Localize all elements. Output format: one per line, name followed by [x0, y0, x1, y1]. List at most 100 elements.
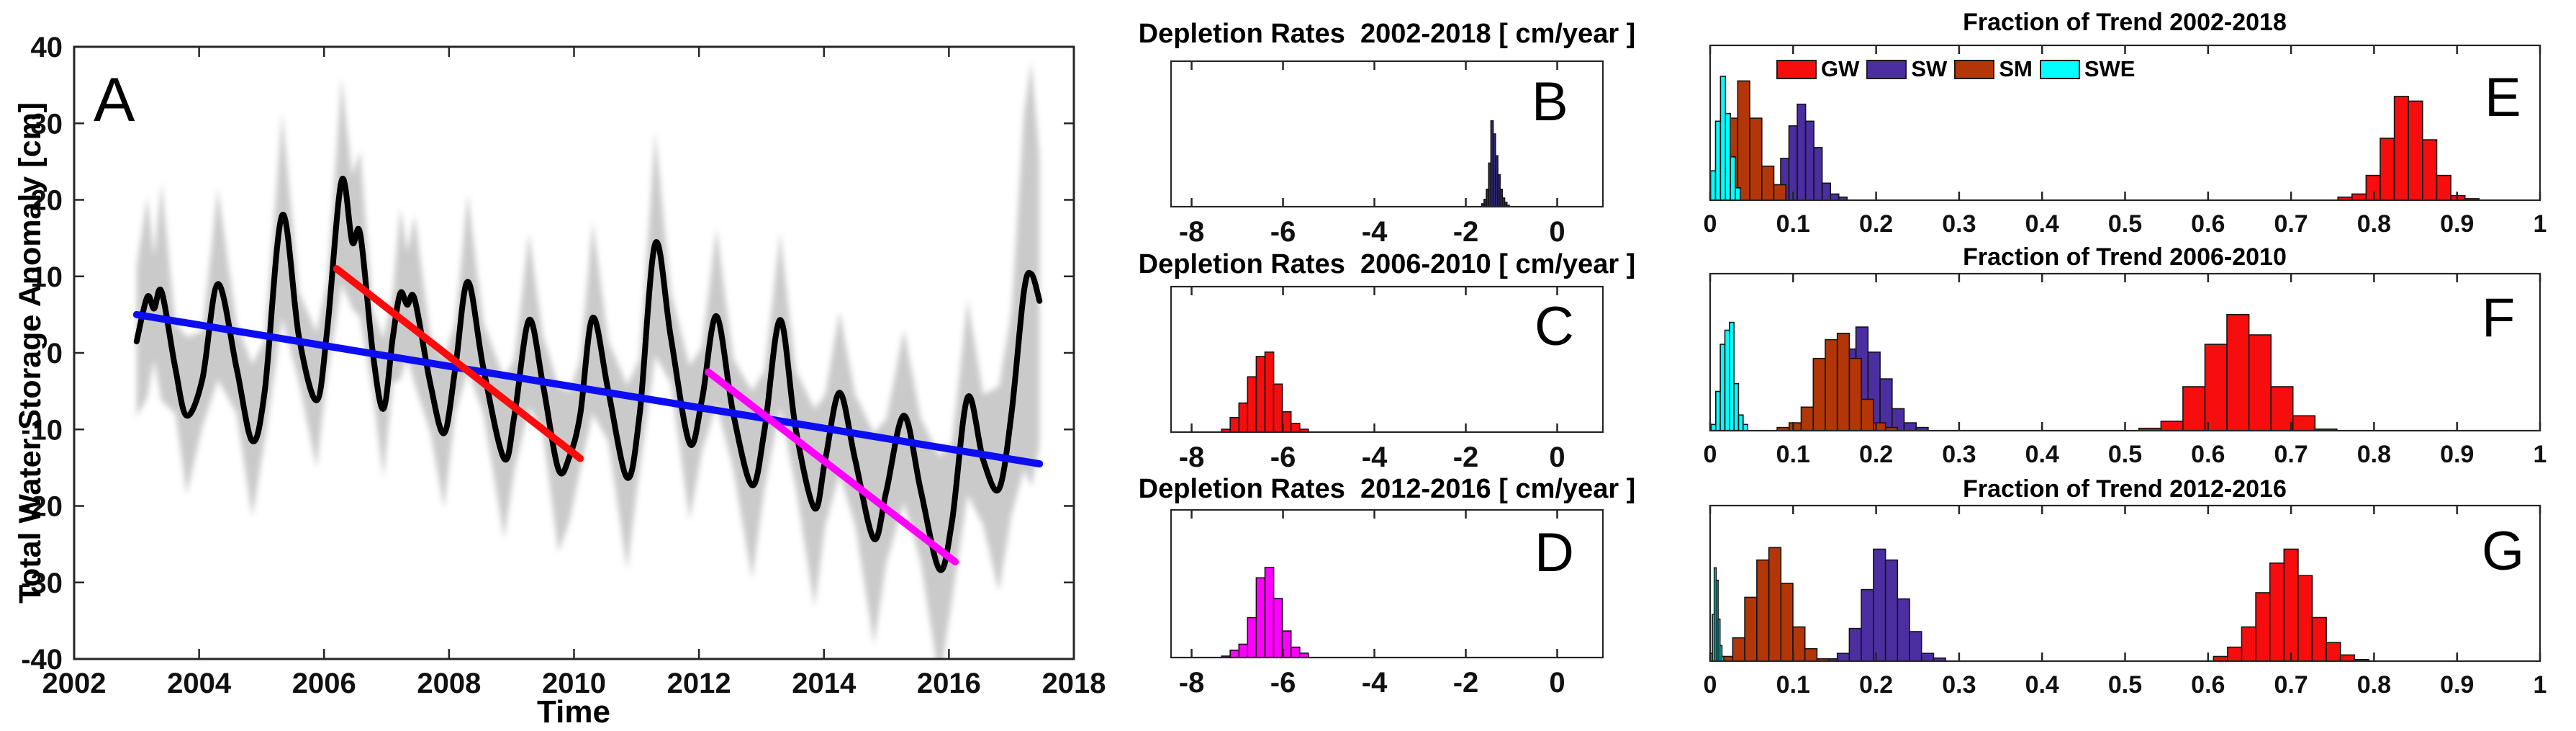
x-tick-label: -6: [1270, 667, 1296, 699]
legend-item-swe: SWE: [2039, 56, 2136, 82]
hist-bar-GW: [2326, 642, 2341, 662]
trend-2002-2018: [132, 310, 1044, 468]
hist-bar-SM: [1789, 422, 1802, 431]
hist-bar-SWE: [1737, 414, 1744, 431]
x-tick-label: 0.7: [2274, 441, 2308, 468]
hist-bar-depletion-rate-2012-2016: [1273, 598, 1283, 658]
hist-bar-depletion-rate-2012-2016: [1247, 616, 1257, 658]
hist-bar-depletion-rate-2006-2010: [1238, 402, 1249, 433]
y-tick-label: -20: [21, 491, 63, 523]
hist-bar-SM: [1804, 647, 1818, 662]
x-tick-label: 2014: [792, 668, 857, 699]
swe-color-swatch-icon: [2039, 59, 2080, 79]
x-tick-label: 0.6: [2191, 671, 2225, 699]
x-tick-label: 0.1: [1776, 671, 1810, 699]
x-tick-label: 0: [1704, 210, 1717, 238]
hist-bar-SWE: [1715, 390, 1721, 431]
hist-series-depletion-rate-2002-2018: [1481, 120, 1510, 207]
x-tick-label: 2002: [42, 668, 107, 699]
hist-bar-SW: [1821, 182, 1831, 201]
hist-bar-SWE: [1724, 329, 1730, 431]
panel-f-letter: F: [2482, 287, 2516, 349]
hist-bar-SW: [1836, 652, 1850, 662]
gw-color-swatch-icon: [1776, 59, 1817, 79]
x-tick-label: 0.8: [2357, 210, 2391, 238]
x-tick-label: 0: [1549, 667, 1565, 699]
hist-bar-GW: [2241, 626, 2256, 662]
hist-bar-GW: [2339, 654, 2356, 662]
x-tick-label: -4: [1362, 441, 1388, 473]
x-tick-label: 0.2: [1859, 210, 1893, 238]
hist-bar-depletion-rate-2006-2010: [1264, 351, 1275, 433]
hist-bar-GW: [2408, 100, 2423, 201]
hist-bar-SW: [1830, 193, 1840, 201]
x-tick-label: 0.5: [2108, 671, 2142, 699]
hist-bar-SWE: [1733, 382, 1740, 431]
x-tick-label: 2008: [417, 668, 481, 699]
hist-bar-GW: [2270, 386, 2294, 431]
panel-a-letter: A: [94, 66, 135, 135]
hist-bar-SWE: [1719, 76, 1727, 201]
hist-bar-SWE: [1743, 423, 1748, 431]
legend: GW SW SM SWE: [1776, 56, 2135, 82]
x-tick-label: 0.3: [1942, 671, 1976, 699]
hist-bar-SM: [1800, 406, 1815, 431]
panel-c-title: Depletion Rates 2006-2010 [ cm/year ]: [1138, 249, 1636, 279]
legend-label-gw: GW: [1821, 56, 1860, 81]
panel-f-title: Fraction of Trend 2006-2010: [1963, 243, 2287, 271]
panel-c-letter: C: [1535, 296, 1574, 357]
hist-bar-SM: [1737, 80, 1750, 201]
hist-bar-SW: [1797, 103, 1807, 201]
legend-item-sm: SM: [1954, 56, 2033, 82]
x-tick-label: 0: [1704, 441, 1717, 468]
legend-label-swe: SWE: [2084, 56, 2136, 81]
hist-bar-SWE: [1730, 156, 1736, 201]
axes-box: [1170, 508, 1604, 659]
x-tick-label: 0.4: [2025, 671, 2059, 699]
hist-bar-GW: [2269, 562, 2285, 662]
hist-bar-SWE: [1725, 112, 1732, 201]
x-tick-label: 0: [1549, 216, 1565, 248]
hist-bar-GW: [2393, 96, 2410, 201]
hist-bar-SM: [1749, 117, 1763, 201]
y-tick-label: -10: [21, 414, 63, 446]
hist-bar-GW: [2436, 174, 2451, 201]
hist-bar-GW: [2227, 646, 2243, 662]
x-tick-label: 0.5: [2108, 441, 2142, 468]
panel-e-letter: E: [2485, 67, 2521, 128]
axes-box: [1709, 504, 2541, 663]
x-tick-label: 0.3: [1942, 441, 1976, 468]
x-tick-label: -4: [1362, 667, 1388, 699]
panel-A: 2002 2004 2006 2008 2010 2012 2014 2016 2018-40-…: [21, 32, 1106, 699]
hist-bar-SW: [1788, 125, 1798, 201]
x-tick-label: 0.6: [2191, 441, 2225, 468]
hist-bar-depletion-rate-2006-2010: [1273, 383, 1283, 433]
uncertainty-band: [136, 61, 1040, 659]
x-tick-label: 0.8: [2357, 671, 2391, 699]
x-tick-label: 2012: [667, 668, 731, 699]
hist-bar-depletion-rate-2006-2010: [1229, 416, 1240, 433]
panel-C: -8 -6 -4 -2 0: [1170, 285, 1604, 473]
y-tick-label: 0: [47, 338, 63, 369]
hist-bar-SW: [1804, 120, 1815, 201]
hist-bar-SM: [1761, 165, 1775, 201]
axes-box: [1709, 44, 2541, 202]
hist-bar-SWE: [1714, 120, 1722, 201]
x-tick-label: 1: [2534, 671, 2547, 699]
x-tick-label: 1: [2534, 441, 2547, 468]
hist-bar-SW: [1909, 631, 1922, 662]
hist-bar-SW: [1873, 548, 1886, 662]
legend-label-sm: SM: [1999, 56, 2033, 81]
hist-bar-GW: [2226, 313, 2250, 431]
hist-bar-SWE: [1729, 321, 1735, 431]
hist-series-SW: [1825, 548, 1946, 662]
hist-series-SWE: [1710, 321, 1748, 431]
x-tick-label: 0.2: [1859, 671, 1893, 699]
hist-bar-SM: [1861, 398, 1874, 431]
panel-b-letter: B: [1532, 71, 1568, 133]
panel-a-x-axis-label: Time: [537, 694, 610, 730]
x-tick-label: -8: [1179, 216, 1205, 248]
x-tick-label: 0: [1549, 441, 1565, 473]
axes-box: [1170, 60, 1604, 208]
x-tick-label: 0.4: [2025, 441, 2059, 468]
